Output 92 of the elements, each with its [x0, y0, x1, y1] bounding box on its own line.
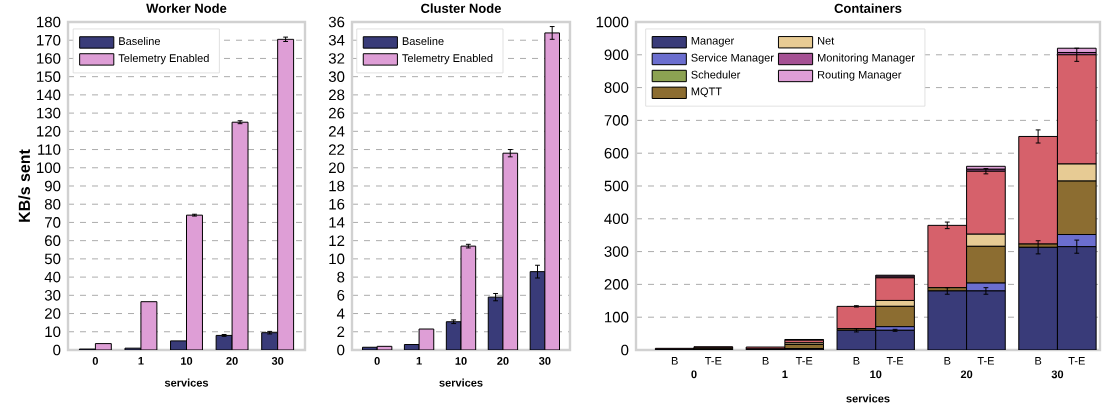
chart-title: Cluster Node — [421, 3, 501, 13]
y-tick-label: 26 — [329, 107, 345, 119]
legend-label: Routing Manager — [818, 70, 902, 81]
y-tick-label: 10 — [329, 253, 345, 265]
y-tick-label: 70 — [45, 217, 61, 228]
x-tick-label: B — [853, 357, 860, 365]
text: 30 — [1051, 370, 1064, 379]
y-tick-label: 2 — [337, 326, 345, 337]
y-tick-label: 700 — [604, 115, 629, 126]
text: 20 — [960, 370, 973, 379]
y-tick-label: 34 — [328, 34, 345, 46]
x-tick-label: B — [944, 357, 951, 365]
y-tick-label: 14 — [329, 217, 345, 228]
x-tick-label: B — [762, 357, 769, 365]
legend-label: Net — [818, 36, 835, 45]
y-tick-label: 28 — [329, 89, 345, 101]
y-tick-label: 120 — [37, 126, 61, 137]
x-tick-label: T-E — [705, 357, 722, 365]
y-tick-label: 110 — [38, 144, 61, 155]
y-tick-label: 80 — [44, 198, 61, 210]
y-tick-label: 22 — [329, 144, 345, 155]
y-tick-label: 30 — [328, 71, 345, 82]
y-tick-label: 36 — [328, 16, 345, 28]
y-tick-label: 40 — [44, 271, 61, 283]
chart-title: Worker Node — [146, 3, 227, 13]
text: 1 — [782, 370, 788, 378]
text: 10 — [870, 370, 882, 379]
y-tick-label: 90 — [44, 180, 61, 192]
y-tick-label: 16 — [329, 198, 345, 210]
y-tick-label: 12 — [329, 235, 345, 246]
y-tick-label: 0 — [337, 344, 345, 356]
y-tick-label: 300 — [604, 246, 629, 257]
legend-label: Scheduler — [691, 70, 741, 79]
y-tick-label: 500 — [604, 180, 629, 192]
y-tick-label: 60 — [45, 235, 61, 246]
chart-title: Containers — [834, 3, 902, 13]
legend-label: Baseline — [402, 36, 444, 46]
x-tick-label: T-E — [977, 357, 995, 365]
x-tick-label: 20 — [497, 357, 509, 365]
y-tick-label: 6 — [337, 290, 345, 301]
text: 0 — [691, 370, 697, 379]
y-tick-label: 400 — [604, 213, 629, 225]
y-tick-label: 0 — [53, 344, 61, 356]
y-tick-label: 32 — [328, 53, 345, 64]
y-tick-label: 20 — [329, 162, 345, 174]
x-tick-label: B — [1035, 357, 1042, 365]
x-tick-label: 10 — [181, 357, 193, 365]
y-tick-label: 200 — [604, 279, 629, 290]
y-tick-label: 170 — [37, 34, 61, 46]
y-tick-label: 150 — [37, 71, 61, 82]
legend-label: Telemetry Enabled — [118, 53, 209, 65]
y-tick-label: 900 — [604, 49, 629, 61]
legend-label: Telemetry Enabled — [402, 53, 493, 65]
x-tick-label: 0 — [374, 357, 380, 365]
x-axis-title: services — [846, 394, 890, 403]
legend-label: MQTT — [691, 87, 722, 98]
y-tick-label: 600 — [604, 147, 629, 159]
legend-label: Manager — [691, 36, 735, 47]
x-axis-title: services — [164, 378, 209, 387]
y-tick-label: 180 — [37, 16, 61, 28]
y-tick-label: 800 — [604, 82, 629, 93]
x-tick-label: 10 — [455, 357, 467, 365]
x-tick-label: T-E — [886, 357, 904, 365]
y-tick-label: 160 — [37, 53, 61, 64]
x-tick-label: T-E — [795, 357, 813, 365]
x-tick-label: 30 — [271, 357, 284, 365]
legend-label: Baseline — [119, 36, 161, 46]
y-tick-label: 0 — [621, 344, 629, 356]
y-axis-title: KB/s sent — [18, 149, 31, 222]
y-tick-label: 50 — [44, 253, 61, 265]
y-tick-label: 130 — [37, 107, 61, 119]
y-tick-label: 18 — [329, 180, 345, 192]
y-tick-label: 30 — [44, 290, 61, 301]
y-tick-label: 100 — [37, 162, 61, 174]
x-tick-label: B — [671, 357, 678, 365]
legend-label: Service Manager — [691, 53, 774, 64]
x-tick-label: T-E — [1068, 357, 1085, 365]
x-tick-label: 0 — [92, 357, 98, 365]
legend-label: Monitoring Manager — [818, 53, 915, 64]
x-axis-title: services — [439, 378, 483, 387]
y-tick-label: 1000 — [596, 16, 629, 28]
y-tick-label: 8 — [337, 271, 345, 283]
x-tick-label: 1 — [416, 357, 422, 365]
y-tick-label: 140 — [37, 89, 61, 101]
y-tick-label: 20 — [45, 308, 61, 319]
x-tick-label: 1 — [138, 357, 144, 365]
x-tick-label: 30 — [538, 357, 551, 365]
y-tick-label: 4 — [336, 308, 345, 319]
y-tick-label: 10 — [45, 326, 61, 338]
y-tick-label: 100 — [605, 311, 629, 323]
y-tick-label: 24 — [329, 126, 345, 137]
x-tick-label: 20 — [226, 357, 238, 365]
